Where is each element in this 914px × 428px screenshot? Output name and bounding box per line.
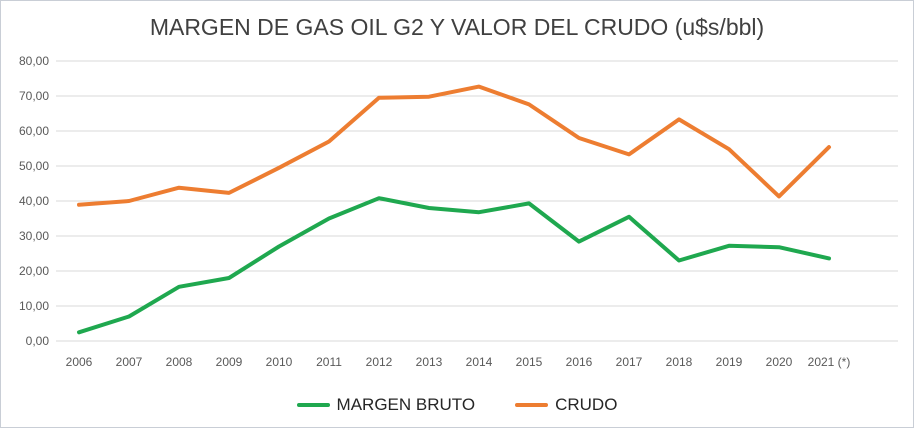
y-axis-tick-label: 20,00 (19, 264, 49, 278)
x-axis-tick-label: 2013 (416, 355, 443, 369)
x-axis-tick-label: 2018 (666, 355, 693, 369)
series-line-margen-bruto (77, 196, 831, 335)
y-axis-tick-label: 70,00 (19, 89, 49, 103)
x-axis-tick-label: 2014 (466, 355, 493, 369)
chart-legend: MARGEN BRUTO CRUDO (1, 395, 913, 415)
x-axis-tick-label: 2008 (166, 355, 193, 369)
y-axis-tick-label: 0,00 (26, 334, 50, 348)
x-axis-tick-label: 2012 (366, 355, 393, 369)
x-axis-tick-label: 2016 (566, 355, 593, 369)
x-axis-tick-label: 2017 (616, 355, 643, 369)
crudo-line-swatch-icon (515, 403, 549, 407)
x-axis-tick-label: 2010 (266, 355, 293, 369)
y-axis-tick-label: 40,00 (19, 194, 49, 208)
x-axis-tick-label: 2007 (116, 355, 143, 369)
legend-label-crudo: CRUDO (555, 395, 618, 414)
margen-bruto-line-swatch-icon (296, 403, 330, 407)
chart-title: MARGEN DE GAS OIL G2 Y VALOR DEL CRUDO (… (149, 14, 765, 40)
series-line-crudo (77, 84, 831, 207)
x-axis-tick-label: 2015 (516, 355, 543, 369)
y-axis-tick-label: 10,00 (19, 299, 49, 313)
y-axis-tick-label: 60,00 (19, 124, 49, 138)
y-axis-tick-label: 50,00 (19, 159, 49, 173)
x-axis-tick-label: 2019 (716, 355, 743, 369)
x-axis-tick-label: 2021 (*) (808, 355, 851, 369)
y-axis-tick-label: 80,00 (19, 54, 49, 68)
legend-label-margen-bruto: MARGEN BRUTO (336, 395, 476, 414)
y-axis-tick-label: 30,00 (19, 229, 49, 243)
x-axis-tick-label: 2020 (766, 355, 793, 369)
x-axis-tick-label: 2009 (216, 355, 243, 369)
x-axis-tick-label: 2011 (316, 355, 342, 369)
legend-item-crudo: CRUDO (515, 395, 617, 415)
x-axis-tick-label: 2006 (66, 355, 93, 369)
legend-item-margen-bruto: MARGEN BRUTO (296, 395, 476, 415)
